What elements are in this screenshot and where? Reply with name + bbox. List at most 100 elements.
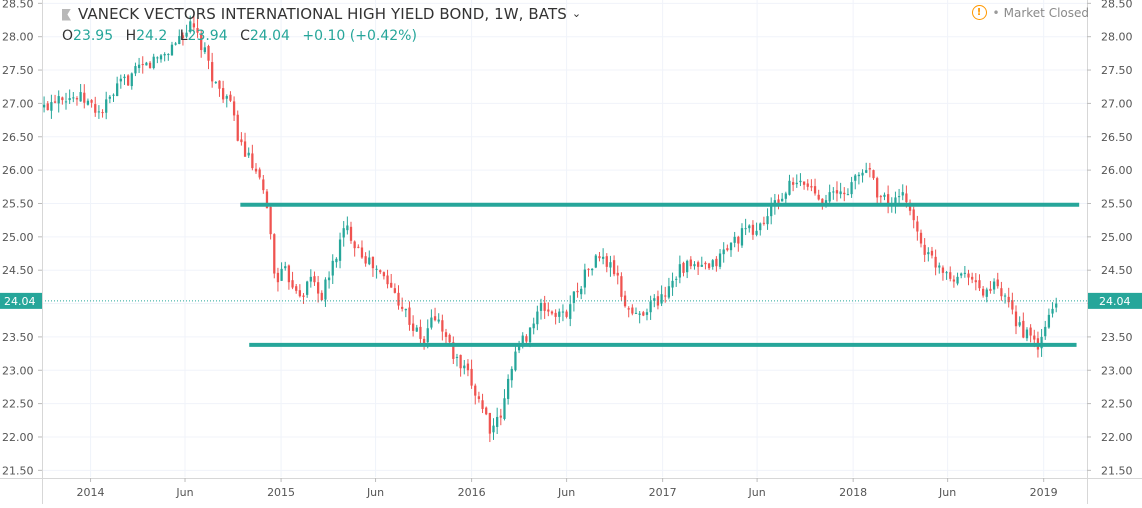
candle-body (316, 282, 320, 294)
candle-body (79, 92, 82, 102)
candle-body (455, 356, 459, 358)
candle-body (364, 256, 367, 264)
candle-body (368, 257, 371, 265)
candle-body (101, 112, 104, 114)
candle-body (178, 36, 181, 45)
candle-body (879, 196, 882, 198)
y-tick-label-left: 28.50 (2, 0, 34, 10)
y-tick-label-right: 26.50 (1101, 131, 1133, 144)
flag-icon[interactable] (62, 8, 71, 21)
candle-body (295, 286, 298, 291)
candle-body (291, 280, 294, 288)
candle-body (682, 262, 685, 273)
y-tick-label-left: 26.00 (2, 164, 34, 177)
candle-body (927, 252, 930, 255)
candle-body (865, 170, 868, 173)
candle-body (452, 342, 455, 359)
candle-body (477, 396, 481, 399)
symbol-title[interactable]: VANECK VECTORS INTERNATIONAL HIGH YIELD … (78, 5, 567, 23)
trend-lines[interactable] (42, 202, 1087, 347)
candle-body (488, 412, 491, 434)
candle-body (638, 313, 641, 315)
chevron-down-icon[interactable]: ⌄ (571, 7, 582, 20)
candle-body (349, 226, 353, 241)
candle-body (711, 260, 714, 267)
ohlc-values: O23.95 H24.2 L23.94 C24.04 +0.10 (+0.42%… (62, 27, 581, 46)
last-price-badge-right (1088, 292, 1142, 309)
candle-body (748, 225, 751, 229)
candle-body (404, 308, 407, 311)
candle-body (492, 425, 495, 433)
last-price-label-left: 24.04 (4, 295, 36, 308)
y-tick-label-right: 25.50 (1101, 197, 1133, 210)
candle-body (123, 76, 126, 79)
x-tick-label: 2018 (839, 486, 867, 499)
candle-body (90, 100, 93, 103)
candle-body (371, 256, 375, 269)
candle-body (1055, 303, 1058, 308)
candle-body (269, 206, 272, 235)
candle-body (415, 327, 418, 332)
candle-body (762, 222, 766, 224)
candle-body (167, 54, 170, 56)
candle-body (1000, 288, 1003, 297)
candle-body (1051, 308, 1054, 314)
x-tick-label: 2017 (649, 486, 677, 499)
candle-body (503, 398, 506, 419)
symbol-legend[interactable]: VANECK VECTORS INTERNATIONAL HIGH YIELD … (62, 5, 581, 46)
candle-body (971, 276, 974, 280)
candle-body (203, 47, 206, 53)
candle-body (718, 253, 722, 267)
candle-body (506, 378, 510, 399)
candle-body (324, 279, 327, 300)
y-tick-label-right: 24.50 (1101, 264, 1133, 277)
candle-body (276, 272, 280, 283)
candle-body (770, 204, 773, 217)
candle-body (335, 258, 338, 263)
candle-body (514, 351, 517, 371)
x-tick-label: 2019 (1030, 486, 1058, 499)
candle-body (601, 256, 605, 259)
candle-body (912, 209, 915, 221)
candle-body (788, 180, 791, 195)
candle-body (1014, 311, 1018, 327)
candle-body (50, 102, 53, 111)
candle-body (159, 55, 163, 60)
candle-body (1033, 335, 1036, 340)
candle-body (653, 298, 656, 301)
market-status[interactable]: ! • Market Closed (971, 5, 1089, 20)
candle-body (894, 197, 897, 205)
candle-body (872, 170, 875, 179)
candle-body (437, 319, 440, 322)
candle-body (755, 230, 758, 235)
candle-body (949, 272, 952, 279)
y-tick-label-left: 23.50 (2, 331, 34, 344)
candle-body (777, 199, 780, 203)
candle-body (134, 66, 137, 74)
y-tick-label-left: 25.50 (2, 197, 34, 210)
candle-body (287, 265, 291, 283)
candle-body (185, 32, 188, 37)
status-dot-icon: • (992, 5, 1000, 20)
candle-body (83, 92, 86, 103)
candle-body (543, 302, 546, 311)
candle-body (806, 183, 809, 187)
candle-body (580, 288, 583, 295)
candle-body (75, 98, 79, 100)
candle-body (433, 316, 437, 321)
candle-body (1011, 300, 1014, 310)
candle-body (850, 182, 853, 195)
candle-body (620, 276, 623, 297)
candle-body (671, 280, 674, 288)
candle-body (105, 99, 108, 113)
market-status-label: Market Closed (1003, 5, 1089, 20)
candle-body (397, 292, 400, 306)
candle-body (485, 407, 488, 415)
candle-body (225, 96, 228, 99)
candle-body (810, 186, 813, 188)
candle-body (908, 202, 912, 211)
candle-body (94, 104, 97, 113)
candle-body (974, 280, 977, 283)
